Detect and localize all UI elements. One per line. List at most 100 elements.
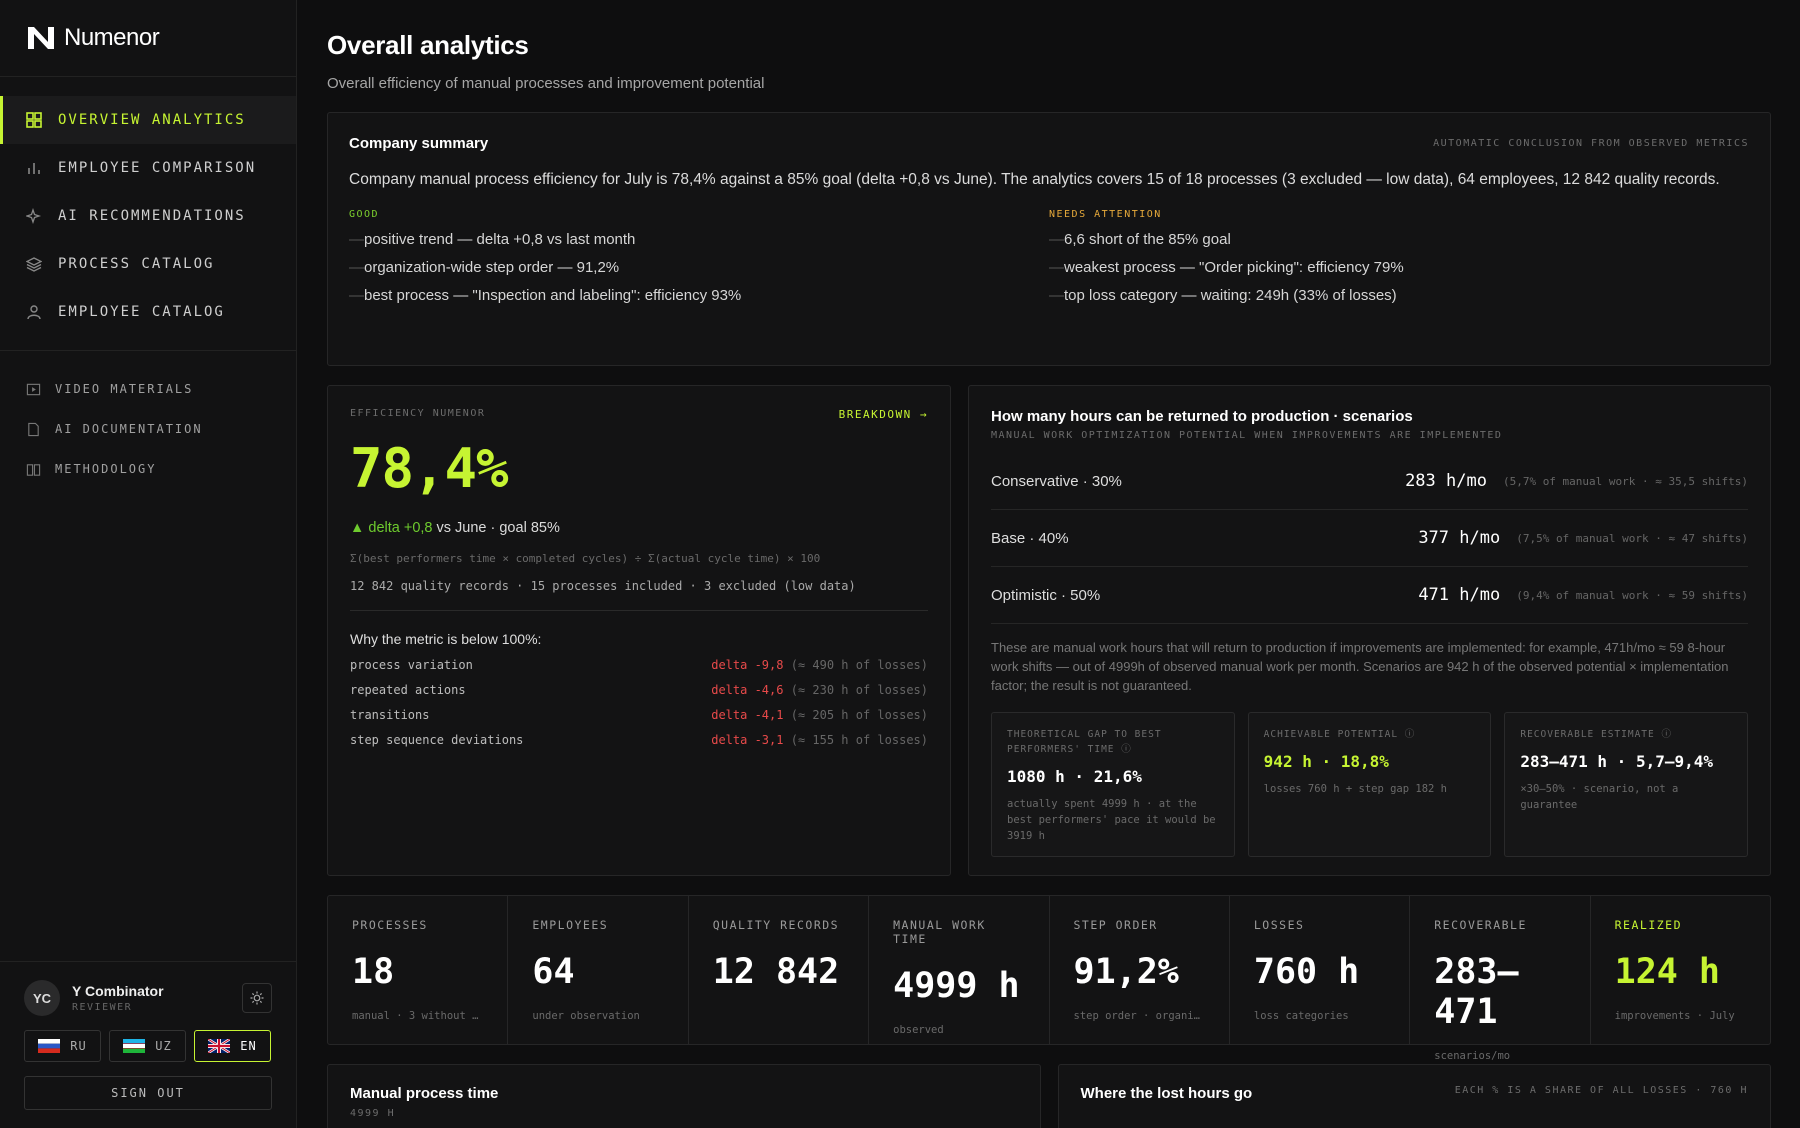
summary-title: Company summary (349, 135, 489, 152)
company-summary-card: Company summary AUTOMATIC CONCLUSION FRO… (327, 112, 1771, 366)
scenarios-caption: MANUAL WORK OPTIMIZATION POTENTIAL WHEN … (991, 430, 1503, 441)
good-item: —positive trend — delta +0,8 vs last mon… (349, 231, 636, 248)
loss-row: transitions delta -4,1 (≈ 205 h of losses… (350, 708, 928, 722)
document-icon (28, 422, 39, 436)
scenario-row: Optimistic · 50% 471 h/mo (9,4% of manual … (991, 567, 1748, 624)
lost-hours-title: Where the lost hours go (1080, 1085, 1253, 1102)
kpi-quality-records[interactable]: QUALITY RECORDS 12 842 (689, 896, 870, 1044)
lang-button-ru[interactable]: RU (24, 1030, 101, 1062)
nav-label: PROCESS CATALOG (58, 256, 215, 272)
achievable-potential-card: ACHIEVABLE POTENTIAL ⓘ 942 h · 18,8% los… (1247, 712, 1492, 857)
attention-item: —6,6 short of the 85% goal (1049, 231, 1231, 248)
sidebar-footer: YC Y Combinator REVIEWER RU UZ (0, 961, 296, 1128)
attention-column: NEEDS ATTENTION —6,6 short of the 85% go… (1049, 209, 1749, 304)
loss-row: process variation delta -9,8 (≈ 490 h of … (350, 658, 928, 672)
user-profile: YC Y Combinator REVIEWER (24, 980, 272, 1016)
video-icon (26, 383, 41, 395)
summary-text: Company manual process efficiency for Ju… (349, 171, 1720, 188)
attention-label: NEEDS ATTENTION (1049, 209, 1162, 220)
manual-process-time-card: Manual process time 4999 H (327, 1064, 1041, 1128)
sparkle-icon (26, 208, 42, 224)
good-item: —best process — "Inspection and labeling… (349, 287, 742, 304)
russia-flag-icon (38, 1039, 61, 1053)
user-role: REVIEWER (72, 1002, 133, 1013)
logo[interactable]: Numenor (0, 0, 296, 77)
scenarios-title: How many hours can be returned to produc… (991, 408, 1413, 425)
attention-item: —top loss category — waiting: 249h (33% … (1049, 287, 1397, 304)
page-subtitle: Overall efficiency of manual processes a… (327, 75, 765, 92)
lost-hours-caption: EACH % IS A SHARE OF ALL LOSSES · 760 H (1454, 1085, 1748, 1096)
nav-item-video-materials[interactable]: VIDEO MATERIALS (0, 369, 296, 409)
kpi-losses[interactable]: LOSSES 760 h loss categories (1230, 896, 1411, 1044)
kpi-employees[interactable]: EMPLOYEES 64 under observation (508, 896, 689, 1044)
efficiency-records: 12 842 quality records · 15 processes in… (350, 579, 928, 611)
grid-icon (26, 112, 42, 128)
efficiency-formula: Σ(best performers time × completed cycle… (350, 552, 821, 565)
manual-process-time-total: 4999 H (350, 1108, 396, 1119)
user-icon (27, 305, 41, 320)
bar-chart-icon (28, 163, 40, 174)
efficiency-label: EFFICIENCY NUMENOR (350, 408, 486, 419)
nav-label: EMPLOYEE CATALOG (58, 304, 225, 320)
kpi-strip: PROCESSES 18 manual · 3 without … EMPLOYEE… (327, 895, 1771, 1062)
uzbekistan-flag-icon (123, 1039, 146, 1053)
efficiency-card: EFFICIENCY NUMENOR BREAKDOWN → 78,4% ▲ d… (327, 385, 951, 876)
avatar[interactable]: YC (24, 980, 60, 1016)
breakdown-link[interactable]: BREAKDOWN → (838, 408, 928, 421)
lang-code: UZ (155, 1039, 172, 1053)
kpi-manual-work-time[interactable]: MANUAL WORK TIME 4999 h observed (869, 896, 1050, 1044)
scenario-row: Base · 40% 377 h/mo (7,5% of manual work ·… (991, 510, 1748, 567)
scenarios-card: How many hours can be returned to produc… (968, 385, 1771, 876)
nav-item-employee-catalog[interactable]: EMPLOYEE CATALOG (0, 288, 296, 336)
nav-label: AI DOCUMENTATION (55, 422, 203, 436)
kpi-realized[interactable]: REALIZED 124 h improvements · July (1614, 918, 1735, 1022)
nav-item-ai-documentation[interactable]: AI DOCUMENTATION (0, 409, 296, 449)
good-column: GOOD —positive trend — delta +0,8 vs las… (349, 209, 1049, 304)
kpi-step-order[interactable]: STEP ORDER 91,2% step order · organi… (1050, 896, 1230, 1044)
layers-icon (26, 257, 42, 272)
lang-code: EN (240, 1039, 257, 1053)
sidebar: Numenor OVERVIEW ANALYTICS EMPLOYEE COMP… (0, 0, 297, 1128)
sun-icon (250, 991, 264, 1005)
why-title: Why the metric is below 100%: (350, 631, 542, 647)
kpi-recoverable[interactable]: RECOVERABLE 283–471 scenarios/mo (1410, 896, 1591, 1062)
nav-item-overview-analytics[interactable]: OVERVIEW ANALYTICS (0, 96, 296, 144)
loss-row: step sequence deviations delta -3,1 (≈ 15… (350, 733, 928, 747)
uk-flag-icon (208, 1039, 231, 1053)
efficiency-delta: ▲ delta +0,8 vs June · goal 85% (350, 520, 560, 536)
nav-label: METHODOLOGY (55, 462, 157, 476)
recoverable-estimate-card: RECOVERABLE ESTIMATE ⓘ 283–471 h · 5,7–9… (1504, 712, 1749, 857)
book-icon (26, 463, 41, 476)
good-item: —organization-wide step order — 91,2% (349, 259, 620, 276)
app-name: Numenor (64, 24, 160, 51)
nav-label: EMPLOYEE COMPARISON (58, 160, 257, 176)
scenarios-description: These are manual work hours that will re… (991, 640, 1729, 693)
main-content: Overall analytics Overall efficiency of … (297, 0, 1800, 1128)
lang-button-uz[interactable]: UZ (109, 1030, 186, 1062)
lost-hours-card: Where the lost hours go EACH % IS A SHAR… (1057, 1064, 1771, 1128)
attention-item: —weakest process — "Order picking": effi… (1049, 259, 1404, 276)
theme-toggle-button[interactable] (242, 983, 272, 1013)
summary-caption: AUTOMATIC CONCLUSION FROM OBSERVED METRI… (1433, 138, 1749, 149)
main-nav: OVERVIEW ANALYTICS EMPLOYEE COMPARISON A… (0, 77, 296, 351)
nav-label: OVERVIEW ANALYTICS (58, 112, 246, 128)
manual-process-time-title: Manual process time (350, 1085, 499, 1102)
nav-item-employee-comparison[interactable]: EMPLOYEE COMPARISON (0, 144, 296, 192)
scenario-row: Conservative · 30% 283 h/mo (5,7% of manua… (991, 453, 1748, 510)
language-switcher: RU UZ EN (24, 1030, 272, 1062)
nav-item-methodology[interactable]: METHODOLOGY (0, 449, 296, 489)
nav-item-process-catalog[interactable]: PROCESS CATALOG (0, 240, 296, 288)
theoretical-gap-card: THEORETICAL GAP TO BEST PERFORMERS' TIME… (991, 712, 1235, 857)
numenor-logo-icon (28, 27, 54, 49)
page-title: Overall analytics (327, 30, 529, 60)
sign-out-button[interactable]: SIGN OUT (24, 1076, 272, 1110)
efficiency-value: 78,4% (350, 437, 509, 500)
lang-code: RU (70, 1039, 87, 1053)
kpi-processes[interactable]: PROCESSES 18 manual · 3 without … (328, 896, 509, 1044)
nav-item-ai-recommendations[interactable]: AI RECOMMENDATIONS (0, 192, 296, 240)
lang-button-en[interactable]: EN (194, 1030, 271, 1062)
nav-label: VIDEO MATERIALS (55, 382, 194, 396)
good-label: GOOD (349, 209, 380, 220)
user-name: Y Combinator (72, 983, 164, 999)
